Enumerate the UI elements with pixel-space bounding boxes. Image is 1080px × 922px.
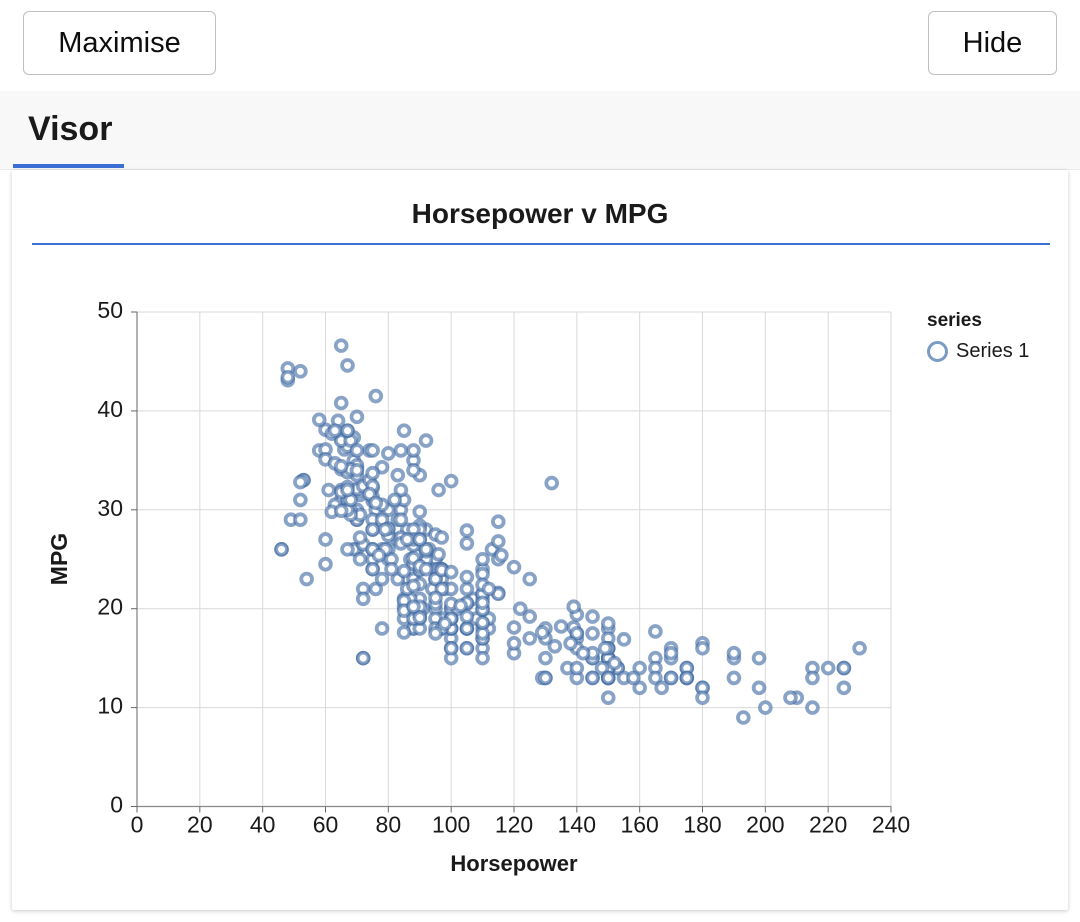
svg-text:0: 0 bbox=[131, 812, 144, 838]
svg-text:120: 120 bbox=[495, 812, 533, 838]
svg-text:220: 220 bbox=[809, 812, 847, 838]
svg-text:240: 240 bbox=[872, 812, 910, 838]
svg-text:160: 160 bbox=[620, 812, 658, 838]
svg-text:20: 20 bbox=[187, 812, 213, 838]
svg-text:200: 200 bbox=[746, 812, 784, 838]
svg-text:180: 180 bbox=[683, 812, 721, 838]
svg-text:30: 30 bbox=[97, 495, 123, 521]
svg-text:100: 100 bbox=[432, 812, 470, 838]
svg-text:60: 60 bbox=[313, 812, 339, 838]
svg-text:50: 50 bbox=[97, 297, 123, 323]
svg-text:10: 10 bbox=[97, 693, 123, 719]
svg-text:20: 20 bbox=[97, 594, 123, 620]
svg-text:140: 140 bbox=[558, 812, 596, 838]
svg-text:40: 40 bbox=[250, 812, 276, 838]
svg-text:80: 80 bbox=[376, 812, 402, 838]
svg-text:0: 0 bbox=[110, 792, 123, 818]
svg-text:40: 40 bbox=[97, 396, 123, 422]
